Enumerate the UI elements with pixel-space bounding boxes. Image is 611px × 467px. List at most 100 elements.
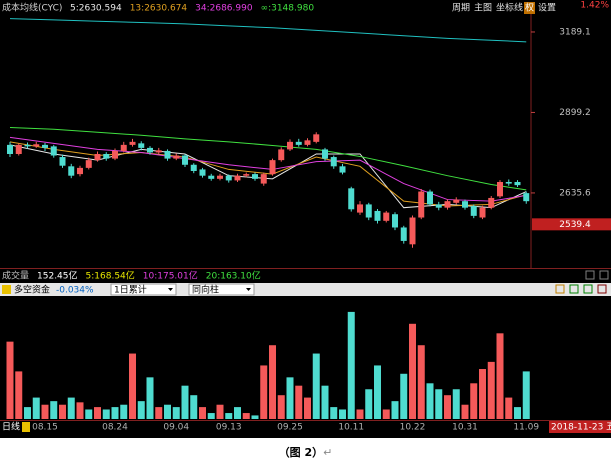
- bar: [41, 404, 49, 419]
- date-label: 2018-11-23 五: [551, 423, 611, 433]
- icon-box[interactable]: [524, 2, 535, 14]
- bar: [522, 371, 530, 419]
- legend-entry: 13:2630.674: [130, 4, 188, 14]
- candle-body: [103, 153, 110, 159]
- panel-icon[interactable]: [583, 284, 593, 294]
- background: [0, 0, 611, 438]
- dropdown[interactable]: [188, 283, 255, 296]
- chart: 成本均线(CYC) 周期 主图 坐标线 权 设置 1.42% 多空资金 -0.0…: [0, 0, 611, 438]
- indicator-value: -0.034%: [56, 286, 94, 296]
- bar: [417, 345, 425, 419]
- x-tick-label: 10.11: [338, 423, 364, 433]
- bar: [102, 409, 110, 419]
- dropdown-arrow[interactable]: [246, 288, 251, 291]
- x-tick-label: 09.13: [216, 423, 242, 433]
- candle-body: [208, 175, 215, 179]
- bar: [435, 389, 443, 419]
- menu-item[interactable]: 坐标线: [496, 2, 523, 14]
- y-tick-label: 2899.2: [559, 108, 591, 118]
- bar: [339, 409, 346, 419]
- candle-body: [199, 169, 206, 176]
- panel-icon[interactable]: [555, 284, 565, 294]
- candle-body: [252, 174, 258, 179]
- candle-body: [33, 144, 40, 147]
- candle-body: [444, 201, 451, 208]
- candle-body: [383, 212, 390, 221]
- panel-icon[interactable]: [597, 284, 607, 294]
- volume-item: 10:175.01亿: [143, 270, 198, 282]
- candle-body: [330, 157, 337, 167]
- bar: [67, 397, 75, 419]
- candle-body: [225, 175, 232, 181]
- candle-body: [164, 150, 171, 159]
- candle-body: [462, 201, 468, 208]
- candle-body: [322, 149, 328, 159]
- volume-item: 20:163.10亿: [206, 270, 261, 282]
- candle-body: [217, 175, 223, 179]
- bar: [400, 373, 408, 419]
- legend-entry: ∞:3148.980: [261, 4, 315, 14]
- candle-body: [313, 134, 320, 142]
- period-icon[interactable]: [22, 422, 30, 432]
- caption-text: （图 2）: [278, 446, 324, 459]
- candle-body: [234, 175, 241, 181]
- candle-body: [435, 204, 442, 208]
- candle-body: [243, 174, 250, 176]
- x-tick-label: 10.22: [400, 423, 426, 433]
- x-tick-label: 10.31: [452, 423, 478, 433]
- bar: [50, 401, 58, 419]
- bar: [59, 404, 66, 419]
- bar: [269, 345, 276, 419]
- candle-body: [173, 155, 180, 159]
- dropdown-label[interactable]: 1日累计: [114, 284, 147, 296]
- candle-body: [488, 197, 495, 208]
- candle-body: [374, 210, 381, 221]
- menu-item[interactable]: 主图: [474, 2, 492, 14]
- dropdown-arrow[interactable]: [168, 288, 173, 291]
- dropdown-label[interactable]: 同向柱: [192, 284, 219, 296]
- bar: [461, 404, 469, 419]
- candle-body: [427, 191, 433, 205]
- candle-body: [15, 144, 22, 154]
- candle-body: [112, 150, 118, 159]
- bar: [356, 409, 364, 419]
- candle-body: [85, 160, 92, 168]
- bar: [374, 365, 381, 419]
- candle-body: [453, 199, 460, 203]
- panel-icon[interactable]: [585, 270, 595, 280]
- candle-body: [68, 166, 75, 176]
- price-marker-label: 2539.4: [559, 220, 591, 230]
- bar: [129, 353, 136, 419]
- panel-icon[interactable]: [599, 270, 609, 280]
- panel-icon[interactable]: [569, 284, 579, 294]
- menu-icon[interactable]: 权: [525, 2, 534, 14]
- bar: [330, 407, 338, 419]
- period-label[interactable]: 日线: [2, 421, 20, 433]
- bar: [85, 409, 93, 419]
- dropdown[interactable]: [110, 283, 177, 296]
- candle-body: [470, 206, 477, 216]
- bar: [164, 404, 171, 419]
- candle-body: [278, 149, 285, 161]
- candle-body: [147, 147, 153, 153]
- candle-body: [155, 150, 162, 153]
- ma-line: [9, 18, 527, 43]
- bar: [479, 369, 486, 419]
- help-icon[interactable]: [2, 285, 11, 294]
- volume-title: 成交量: [2, 270, 29, 282]
- bar: [321, 385, 329, 419]
- bar: [155, 407, 163, 419]
- candle-body: [50, 146, 57, 156]
- bar: [347, 311, 355, 419]
- bar: [199, 407, 206, 419]
- price-marker-box: [532, 218, 611, 231]
- candle-body: [77, 167, 83, 175]
- bar: [120, 404, 128, 419]
- bar: [225, 413, 233, 419]
- candle-body: [304, 140, 311, 145]
- bar: [32, 397, 40, 419]
- menu-item[interactable]: 设置: [538, 3, 556, 14]
- menu-item[interactable]: 周期: [452, 3, 470, 14]
- bar: [181, 385, 189, 419]
- x-tick-label: 09.04: [163, 423, 189, 433]
